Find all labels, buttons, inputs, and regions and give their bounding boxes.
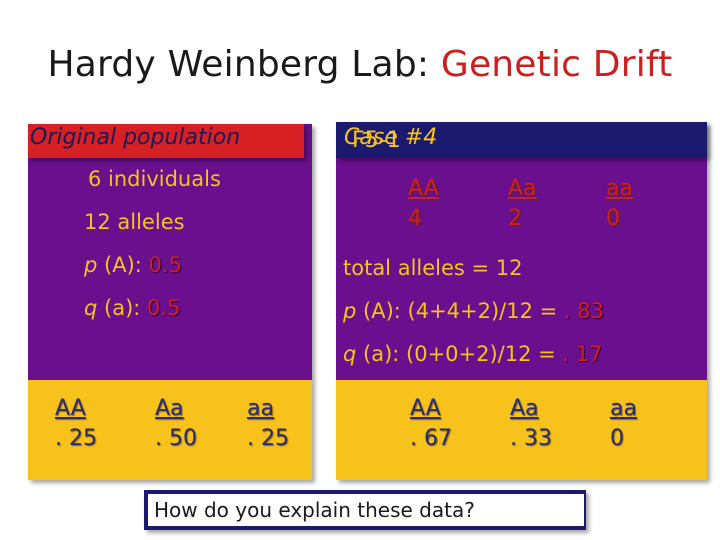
right-genotype-label: Aa — [510, 396, 539, 421]
right-genotype-value: 0 — [610, 426, 624, 451]
right-count-het: Aa 2 — [508, 174, 537, 234]
left-gold-panel — [28, 380, 312, 480]
right-p-value: . 83 — [563, 299, 605, 323]
slide-title: Hardy Weinberg Lab: Genetic Drift — [0, 44, 720, 85]
right-count-value: 0 — [606, 206, 620, 231]
right-count-aa-dom: AA 4 — [408, 174, 439, 234]
left-alleles: 12 alleles — [84, 210, 185, 234]
right-q-value: . 17 — [562, 342, 603, 366]
right-genotype-aa-rec: aa 0 — [610, 394, 637, 454]
left-q-label: q — [84, 296, 98, 320]
left-genotype-het: Aa . 50 — [155, 394, 197, 454]
right-p-rest: (A): (4+4+2)/12 = — [356, 299, 564, 323]
right-count-value: 4 — [408, 206, 422, 231]
left-header-label: Original population — [30, 125, 241, 150]
title-main: Hardy Weinberg Lab: — [47, 44, 441, 85]
left-individuals: 6 individuals — [88, 167, 221, 191]
right-header-label: Case #4 F5-1 — [344, 125, 444, 153]
right-count-label: Aa — [508, 176, 537, 201]
left-q-rest: (a): — [97, 296, 148, 320]
right-count-aa-rec: aa 0 — [606, 174, 633, 234]
right-genotype-aa-dom: AA . 67 — [410, 394, 452, 454]
right-purple-panel — [336, 122, 707, 380]
right-p-line: p (A): (4+4+2)/12 = . 83 — [343, 299, 604, 323]
right-header-code: F5-1 — [352, 128, 401, 153]
right-q-label: q — [343, 342, 357, 366]
left-p-value: 0.5 — [148, 253, 182, 277]
left-purple-panel — [28, 124, 312, 380]
left-genotype-label: Aa — [155, 396, 184, 421]
right-genotype-label: AA — [410, 396, 441, 421]
right-header: Case #4 F5-1 — [336, 122, 707, 158]
left-header: Original population — [28, 124, 304, 158]
right-count-value: 2 — [508, 206, 522, 231]
left-genotype-label: aa — [247, 396, 274, 421]
right-genotype-value: . 33 — [510, 426, 552, 451]
right-count-label: aa — [606, 176, 633, 201]
question-box: How do you explain these data? — [144, 490, 586, 530]
title-accent: Genetic Drift — [440, 44, 673, 85]
right-q-line: q (a): (0+0+2)/12 = . 17 — [343, 342, 603, 366]
right-genotype-label: aa — [610, 396, 637, 421]
right-genotype-het: Aa . 33 — [510, 394, 552, 454]
right-genotype-value: . 67 — [410, 426, 452, 451]
left-q-value: 0.5 — [147, 296, 181, 320]
left-genotype-aa-rec: aa . 25 — [247, 394, 289, 454]
right-gold-panel — [336, 380, 707, 480]
left-genotype-value: . 25 — [247, 426, 289, 451]
left-genotype-value: . 50 — [155, 426, 197, 451]
right-q-rest: (a): (0+0+2)/12 = — [356, 342, 563, 366]
left-p-label: p — [84, 253, 98, 277]
right-total-alleles: total alleles = 12 — [343, 256, 523, 280]
left-genotype-value: . 25 — [55, 426, 97, 451]
right-count-label: AA — [408, 176, 439, 201]
left-genotype-aa-dom: AA . 25 — [55, 394, 97, 454]
left-genotype-label: AA — [55, 396, 86, 421]
right-header-case: Case #4 — [344, 125, 438, 150]
left-p-rest: (A): — [97, 253, 149, 277]
right-p-label: p — [343, 299, 357, 323]
left-p-line: p (A): 0.5 — [84, 253, 182, 277]
question-text: How do you explain these data? — [148, 494, 584, 526]
left-q-line: q (a): 0.5 — [84, 296, 180, 320]
